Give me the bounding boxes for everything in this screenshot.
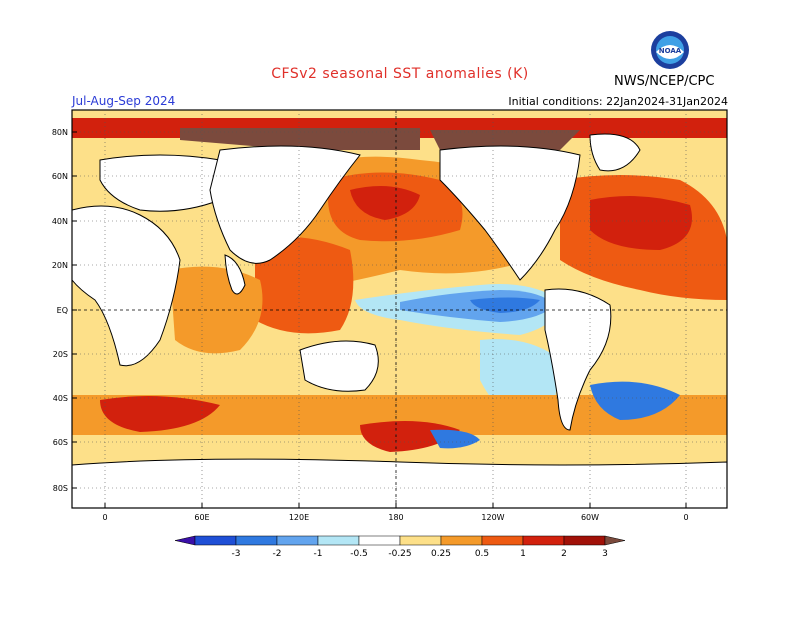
colorbar: -3 -2 -1 -0.5 -0.25 0.25 0.5 1 2 3 — [174, 535, 626, 559]
western-pacific-warm — [255, 236, 354, 334]
lon-label: 120E — [289, 513, 309, 522]
southern-pacific-core — [360, 421, 460, 452]
north-atlantic-core — [590, 196, 692, 250]
colorbar-label: 3 — [602, 549, 608, 559]
colorbar-label: -0.5 — [350, 549, 368, 559]
graticule — [72, 110, 727, 508]
colorbar-swatch — [522, 535, 565, 546]
colorbar-swatch — [235, 535, 278, 546]
lat-label: 80N — [52, 128, 68, 137]
asia — [209, 145, 361, 264]
logo-text: NOAA — [659, 47, 682, 55]
colorbar-swatch — [276, 535, 319, 546]
continents — [72, 133, 727, 508]
lat-label: EQ — [57, 306, 68, 315]
southern-cool-patch — [430, 429, 480, 449]
colorbar-label: 0.5 — [475, 549, 489, 559]
map-frame — [71, 109, 728, 509]
equatorial-coldest — [470, 297, 540, 313]
colorbar-swatch — [194, 535, 237, 546]
colorbar-swatch — [399, 535, 442, 546]
lat-label: 40S — [53, 394, 68, 403]
lat-label: 20N — [52, 261, 68, 270]
colorbar-max-arrow — [604, 535, 626, 546]
africa — [72, 205, 181, 367]
lat-label: 40N — [52, 217, 68, 226]
colorbar-label: -1 — [314, 549, 323, 559]
latitude-labels: 80N 60N 40N 20N EQ 20S 40S 60S 80S — [52, 128, 68, 493]
lat-label: 80S — [53, 484, 68, 493]
arctic-extreme-1 — [180, 128, 420, 150]
north-america — [439, 145, 581, 281]
lon-label: 180 — [388, 513, 403, 522]
colorbar-swatch — [440, 535, 483, 546]
colorbar-label: 0.25 — [431, 549, 451, 559]
colorbar-swatch — [358, 535, 401, 546]
lon-label: 0 — [683, 513, 688, 522]
southern-indian-core — [100, 396, 220, 432]
lon-label: 60W — [581, 513, 599, 522]
india — [224, 254, 246, 295]
lat-label: 60S — [53, 438, 68, 447]
anomaly-field — [72, 110, 727, 508]
season-label: Jul-Aug-Sep 2024 — [72, 94, 176, 108]
arctic-extreme-2 — [430, 130, 580, 150]
colorbar-label: -2 — [273, 549, 282, 559]
initial-conditions-label: Initial conditions: 22Jan2024-31Jan2024 — [508, 95, 728, 108]
noaa-logo-icon: NOAA — [651, 31, 689, 69]
lat-label: 20S — [53, 350, 68, 359]
colorbar-swatch — [317, 535, 360, 546]
colorbar-label: -0.25 — [388, 549, 411, 559]
antarctica — [72, 458, 727, 508]
colorbar-min-arrow — [174, 535, 196, 546]
lon-label: 60E — [194, 513, 209, 522]
chart-title: CFSv2 seasonal SST anomalies (K) — [271, 66, 529, 82]
agency-label: NWS/NCEP/CPC — [614, 74, 715, 89]
lon-label: 120W — [481, 513, 504, 522]
lon-label: 0 — [102, 513, 107, 522]
north-pacific-core — [350, 186, 420, 220]
australia — [299, 340, 379, 392]
colorbar-label: -3 — [232, 549, 241, 559]
south-atlantic-cool — [590, 381, 680, 420]
longitude-labels: 0 60E 120E 180 120W 60W 0 — [102, 513, 688, 522]
colorbar-swatch — [481, 535, 524, 546]
south-america — [544, 288, 612, 431]
lat-label: 60N — [52, 172, 68, 181]
colorbar-label: 2 — [561, 549, 567, 559]
colorbar-label: 1 — [520, 549, 526, 559]
colorbar-swatch — [563, 535, 606, 546]
greenland — [589, 133, 641, 172]
